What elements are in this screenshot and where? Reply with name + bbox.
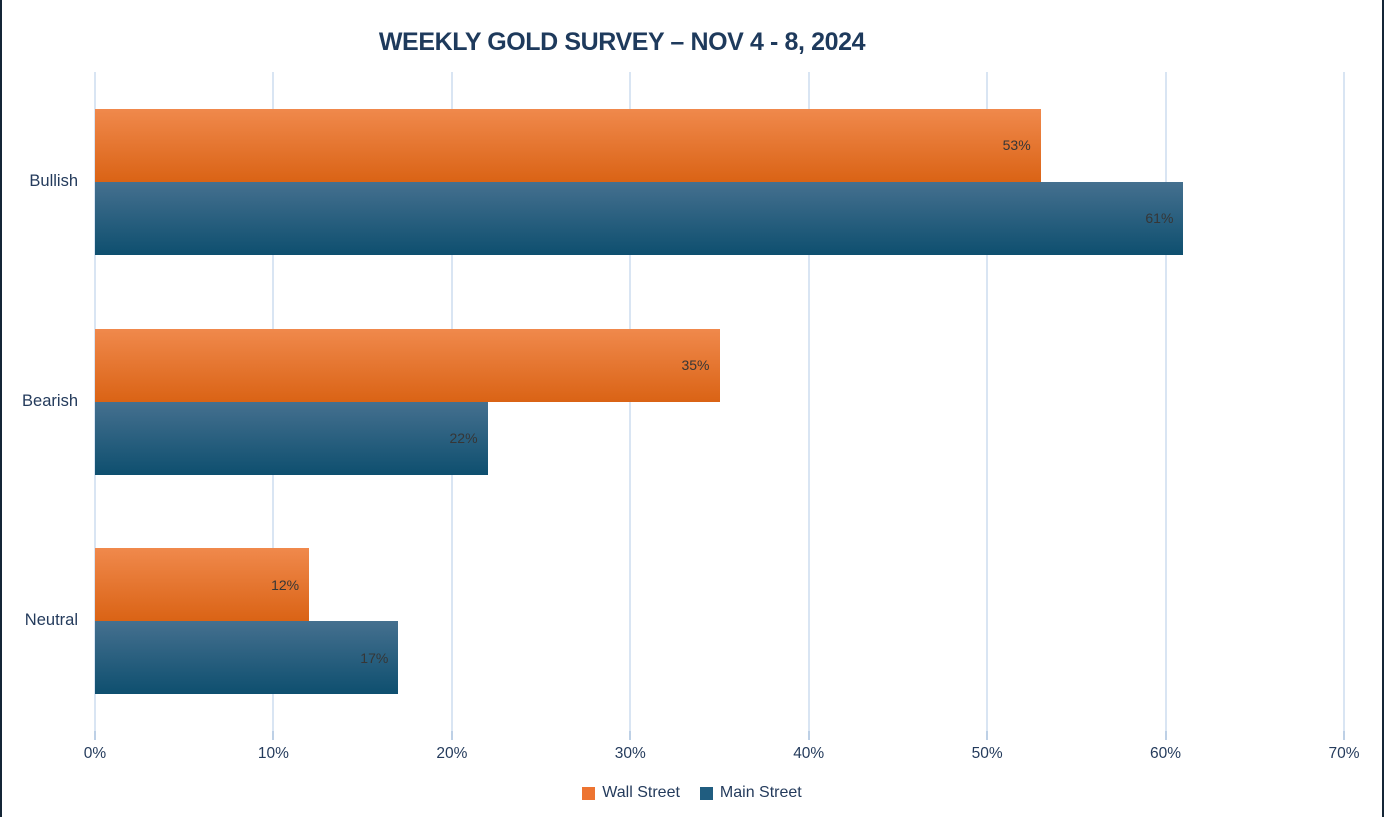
bar-main-street: 61% bbox=[95, 181, 1184, 255]
legend: Wall Street Main Street bbox=[0, 782, 1384, 804]
legend-item-main-street: Main Street bbox=[699, 784, 802, 802]
bar-wall-street: 12% bbox=[95, 548, 310, 622]
x-tick-label: 0% bbox=[83, 745, 107, 762]
gridline bbox=[629, 72, 632, 731]
bar-main-street: 17% bbox=[95, 621, 399, 695]
x-tick-label: 20% bbox=[436, 745, 468, 762]
left-edge-line bbox=[0, 0, 2, 817]
axis-tick bbox=[1164, 731, 1167, 740]
legend-label: Wall Street bbox=[602, 784, 680, 801]
bar-wall-street: 35% bbox=[95, 328, 720, 402]
bar-wall-street: 53% bbox=[95, 108, 1041, 182]
legend-label: Main Street bbox=[719, 784, 802, 801]
gridline bbox=[986, 72, 989, 731]
x-tick-label: 10% bbox=[257, 745, 289, 762]
axis-tick bbox=[629, 731, 632, 740]
x-tick-label: 40% bbox=[793, 745, 825, 762]
category-label: Neutral bbox=[24, 611, 78, 630]
axis-tick bbox=[94, 731, 96, 740]
bar-main-street: 22% bbox=[95, 401, 488, 475]
axis-tick bbox=[807, 731, 810, 740]
legend-item-wall-street: Wall Street bbox=[582, 784, 680, 802]
legend-swatch-main-street bbox=[699, 786, 713, 800]
x-tick-label: 70% bbox=[1328, 745, 1360, 762]
bar-value-label: 22% bbox=[449, 430, 478, 446]
bar-value-label: 53% bbox=[1002, 137, 1031, 154]
right-edge-line bbox=[1382, 0, 1384, 817]
axis-tick bbox=[1343, 731, 1345, 740]
gridline bbox=[1164, 72, 1167, 731]
gridline bbox=[1343, 72, 1345, 731]
axis-tick bbox=[272, 731, 275, 740]
x-tick-label: 60% bbox=[1150, 745, 1182, 762]
x-tick-label: 30% bbox=[614, 745, 646, 762]
bar-value-label: 12% bbox=[271, 576, 300, 593]
axis-tick bbox=[450, 731, 453, 740]
category-label: Bullish bbox=[29, 171, 78, 190]
legend-swatch-wall-street bbox=[582, 786, 596, 800]
x-tick-label: 50% bbox=[971, 745, 1003, 762]
axis-tick bbox=[986, 731, 989, 740]
category-label: Bearish bbox=[22, 391, 78, 410]
bar-value-label: 61% bbox=[1145, 210, 1174, 227]
bar-value-label: 35% bbox=[681, 357, 710, 373]
bar-value-label: 17% bbox=[360, 649, 389, 666]
gridline bbox=[807, 72, 810, 731]
chart-title: WEEKLY GOLD SURVEY – NOV 4 - 8, 2024 bbox=[378, 28, 866, 56]
